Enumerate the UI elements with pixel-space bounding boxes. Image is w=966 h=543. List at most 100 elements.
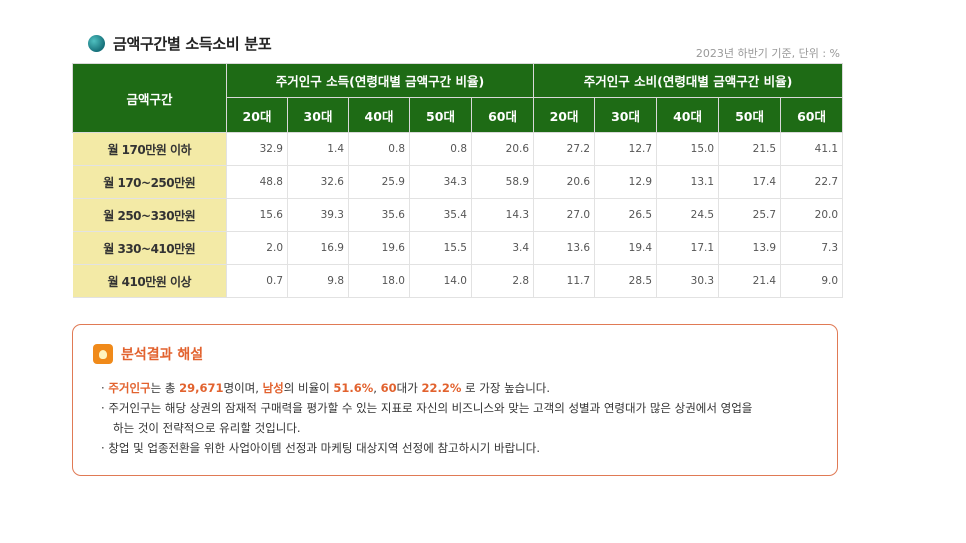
highlight-text: 남성 [262,381,284,395]
analysis-lines: · 주거인구는 총 29,671명이며, 남성의 비율이 51.6%, 60대가… [101,378,821,458]
text: 대가 [396,381,422,395]
analysis-line: · 주거인구는 총 29,671명이며, 남성의 비율이 51.6%, 60대가… [101,378,821,398]
unit-note: 2023년 하반기 기준, 단위 : % [695,47,840,60]
income-age-header: 20대 [226,97,288,133]
spend-cell: 20.6 [533,165,596,199]
spend-cell: 22.7 [780,165,844,199]
income-cell: 14.3 [470,198,535,232]
income-cell: 0.8 [409,132,472,166]
spend-cell: 9.0 [780,264,844,298]
income-cell: 9.8 [287,264,349,298]
text: 로 가장 높습니다. [461,381,551,395]
spend-age-header: 30대 [594,97,658,133]
income-cell: 34.3 [409,165,472,199]
income-cell: 2.8 [470,264,535,298]
income-cell: 16.9 [287,231,349,265]
text: , [373,381,381,395]
text: 창업 및 업종전환을 위한 사업아이템 선정과 마케팅 대상지역 선정에 참고하… [108,441,540,455]
spend-cell: 25.7 [718,198,782,232]
range-cell: 월 170~250만원 [72,165,227,199]
spend-cell: 27.2 [533,132,596,166]
spend-cell: 13.1 [656,165,720,199]
text: 주거인구는 해당 상권의 잠재적 구매력을 평가할 수 있는 지표로 자신의 비… [108,401,753,415]
income-cell: 35.4 [409,198,472,232]
income-cell: 25.9 [348,165,410,199]
spend-cell: 17.4 [718,165,782,199]
section-title-row: 금액구간별 소득소비 분포 [88,33,272,54]
teal-dot-icon [88,35,105,52]
text: 의 비율이 [283,381,334,395]
highlight-text: 60 [380,381,397,395]
income-cell: 32.9 [226,132,288,166]
income-cell: 32.6 [287,165,349,199]
spend-group-header: 주거인구 소비(연령대별 금액구간 비율) [533,63,844,98]
spend-age-header: 60대 [780,97,844,133]
lightbulb-icon [93,344,113,364]
spend-cell: 21.5 [718,132,782,166]
analysis-box: 분석결과 해설 · 주거인구는 총 29,671명이며, 남성의 비율이 51.… [72,324,838,476]
highlight-text: 29,671 [179,381,224,395]
spend-age-header: 50대 [718,97,782,133]
range-column-header: 금액구간 [72,63,227,133]
text: 명이며, [223,381,263,395]
analysis-line: · 주거인구는 해당 상권의 잠재적 구매력을 평가할 수 있는 지표로 자신의… [101,398,821,418]
spend-cell: 41.1 [780,132,844,166]
table-row: 월 330~410만원 2.0 16.9 19.6 15.5 3.4 13.6 … [72,231,844,265]
highlight-text: 주거인구 [108,381,151,395]
bullet: · [101,401,105,415]
bullet: · [101,381,105,395]
highlight-text: 22.2% [421,381,462,395]
spend-cell: 28.5 [594,264,658,298]
analysis-title: 분석결과 해설 [121,347,204,363]
income-cell: 48.8 [226,165,288,199]
analysis-line-continued: 하는 것이 전략적으로 유리할 것입니다. [113,421,301,435]
section-title: 금액구간별 소득소비 분포 [113,35,272,53]
table-row: 월 170만원 이하 32.9 1.4 0.8 0.8 20.6 27.2 12… [72,132,844,166]
spend-cell: 30.3 [656,264,720,298]
income-cell: 19.6 [348,231,410,265]
range-cell: 월 330~410만원 [72,231,227,265]
income-cell: 14.0 [409,264,472,298]
bullet: · [101,441,105,455]
income-cell: 2.0 [226,231,288,265]
analysis-header: 분석결과 해설 [93,344,203,364]
income-cell: 15.6 [226,198,288,232]
income-cell: 20.6 [470,132,535,166]
range-cell: 월 410만원 이상 [72,264,227,298]
income-age-header: 30대 [287,97,349,133]
spend-age-header: 40대 [656,97,720,133]
income-cell: 39.3 [287,198,349,232]
spend-cell: 13.6 [533,231,596,265]
analysis-line: · 창업 및 업종전환을 위한 사업아이템 선정과 마케팅 대상지역 선정에 참… [101,438,821,458]
range-cell: 월 250~330만원 [72,198,227,232]
table-row: 월 170~250만원 48.8 32.6 25.9 34.3 58.9 20.… [72,165,844,199]
spend-cell: 12.9 [594,165,658,199]
income-age-header: 40대 [348,97,410,133]
spend-cell: 15.0 [656,132,720,166]
spend-age-header: 20대 [533,97,596,133]
income-cell: 15.5 [409,231,472,265]
income-cell: 0.8 [348,132,410,166]
spend-cell: 12.7 [594,132,658,166]
income-cell: 1.4 [287,132,349,166]
text: 는 총 [150,381,180,395]
spend-cell: 17.1 [656,231,720,265]
spend-cell: 19.4 [594,231,658,265]
income-cell: 0.7 [226,264,288,298]
spend-cell: 7.3 [780,231,844,265]
income-cell: 18.0 [348,264,410,298]
spend-cell: 24.5 [656,198,720,232]
distribution-table: 금액구간 주거인구 소득(연령대별 금액구간 비율) 주거인구 소비(연령대별 … [72,63,844,298]
spend-cell: 13.9 [718,231,782,265]
table-row: 월 250~330만원 15.6 39.3 35.6 35.4 14.3 27.… [72,198,844,232]
income-cell: 3.4 [470,231,535,265]
income-cell: 58.9 [470,165,535,199]
highlight-text: 51.6% [333,381,374,395]
spend-cell: 20.0 [780,198,844,232]
income-cell: 35.6 [348,198,410,232]
income-age-header: 60대 [470,97,535,133]
income-age-header: 50대 [409,97,472,133]
spend-cell: 11.7 [533,264,596,298]
table-row: 월 410만원 이상 0.7 9.8 18.0 14.0 2.8 11.7 28… [72,264,844,298]
income-group-header: 주거인구 소득(연령대별 금액구간 비율) [225,63,535,98]
